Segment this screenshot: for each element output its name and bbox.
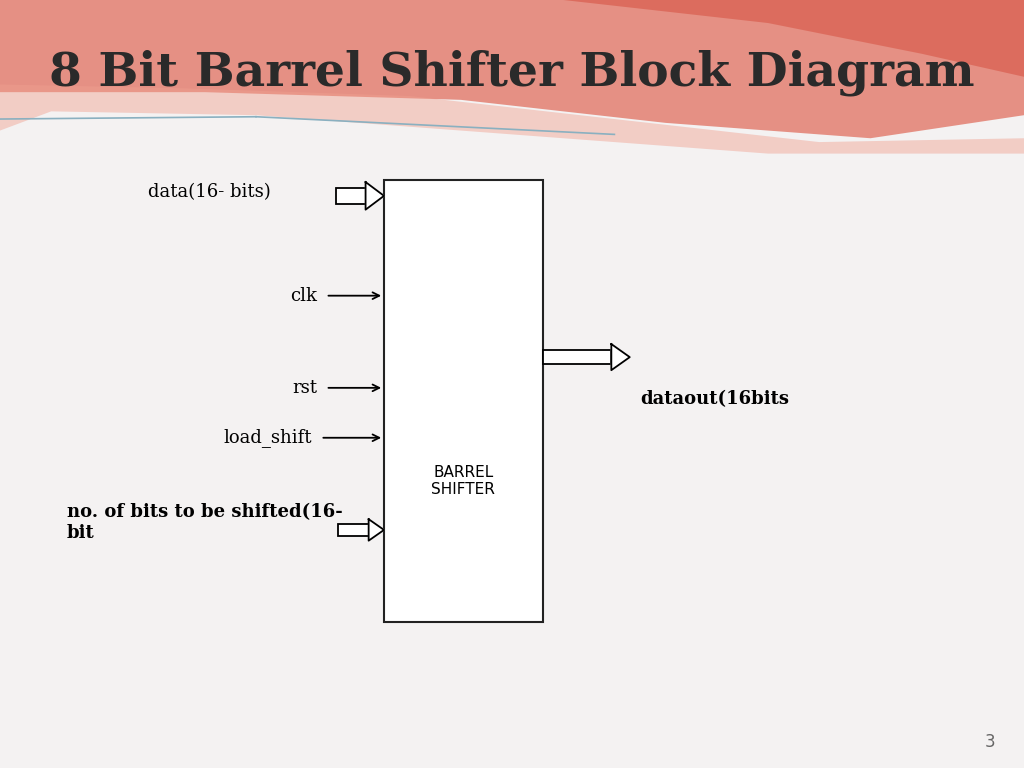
Text: 8 Bit Barrel Shifter Block Diagram: 8 Bit Barrel Shifter Block Diagram [49, 50, 975, 96]
FancyBboxPatch shape [338, 524, 369, 536]
Text: 3: 3 [985, 733, 995, 751]
Text: BARREL
SHIFTER: BARREL SHIFTER [431, 465, 496, 497]
Text: rst: rst [293, 379, 317, 397]
Text: clk: clk [291, 286, 317, 305]
Polygon shape [366, 182, 384, 210]
Text: dataout(16bits: dataout(16bits [640, 390, 790, 409]
Polygon shape [0, 84, 1024, 154]
FancyBboxPatch shape [543, 350, 611, 364]
Polygon shape [0, 0, 1024, 138]
Text: no. of bits to be shifted(16-
bit: no. of bits to be shifted(16- bit [67, 503, 342, 541]
Polygon shape [307, 0, 1024, 77]
Polygon shape [611, 344, 630, 370]
Text: data(16- bits): data(16- bits) [148, 183, 271, 201]
FancyBboxPatch shape [336, 188, 366, 204]
Polygon shape [369, 519, 384, 541]
Text: load_shift: load_shift [224, 429, 312, 447]
FancyBboxPatch shape [384, 180, 543, 622]
